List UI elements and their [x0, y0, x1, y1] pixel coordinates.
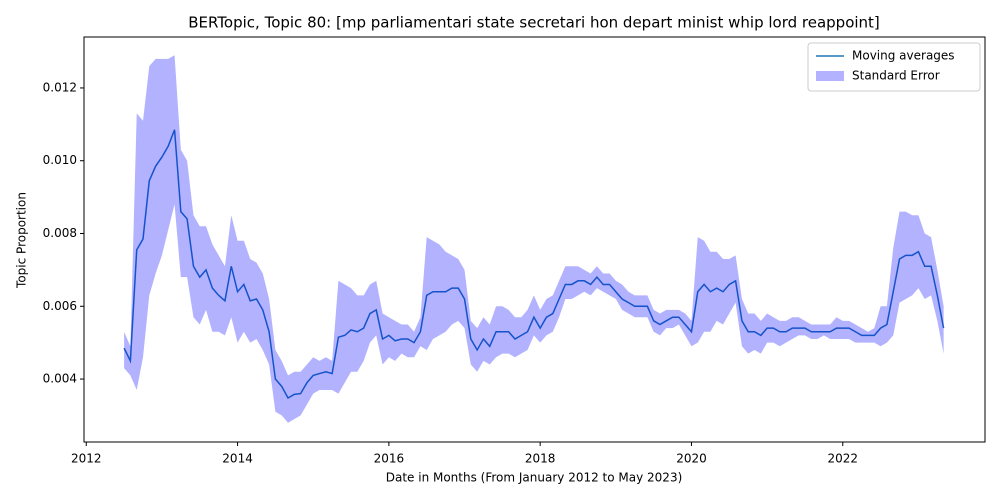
- x-tick-label: 2012: [71, 452, 102, 466]
- y-tick-label: 0.010: [43, 153, 77, 167]
- x-tick-label: 2020: [676, 452, 707, 466]
- x-tick-label: 2022: [828, 452, 859, 466]
- y-tick-label: 0.004: [43, 372, 77, 386]
- chart-title: BERTopic, Topic 80: [mp parliamentari st…: [188, 14, 880, 32]
- plot-frame: [83, 36, 986, 443]
- y-tick-label: 0.008: [43, 226, 77, 240]
- legend-label: Moving averages: [852, 49, 955, 63]
- x-tick-label: 2014: [222, 452, 253, 466]
- y-tick-label: 0.006: [43, 299, 77, 313]
- legend-label: Standard Error: [852, 69, 940, 83]
- y-axis-label: Topic Proportion: [15, 192, 29, 289]
- line: [123, 129, 945, 400]
- legend-swatch: [816, 71, 844, 81]
- x-axis-label: Date in Months (From January 2012 to May…: [386, 471, 683, 485]
- x-tick-label: 2018: [525, 452, 556, 466]
- y-tick-label: 0.012: [43, 80, 77, 94]
- legend-box: [807, 42, 981, 92]
- x-tick-label: 2016: [374, 452, 405, 466]
